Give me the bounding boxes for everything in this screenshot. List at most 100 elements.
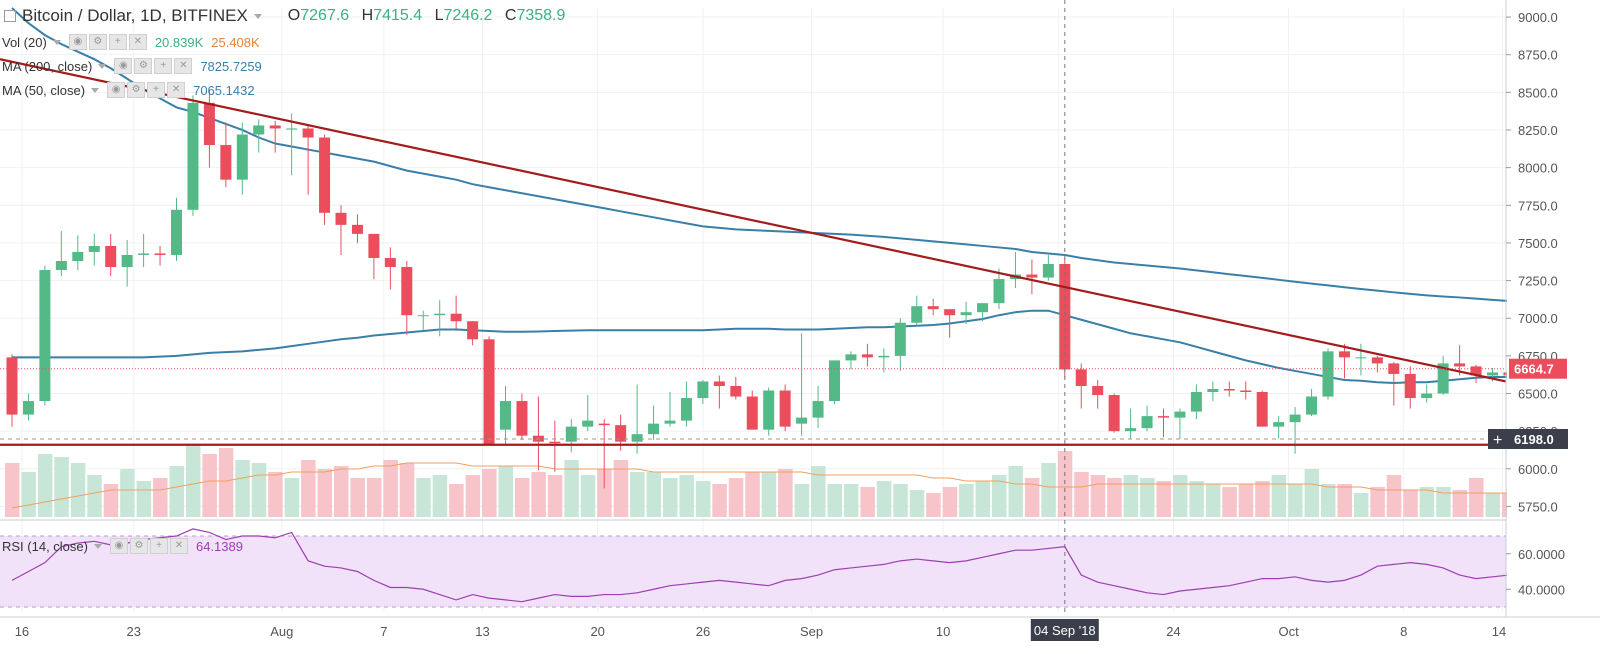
candle-body	[56, 261, 67, 270]
ma200-label[interactable]: MA (200, close)	[2, 59, 92, 74]
volume-bar	[449, 484, 464, 517]
close-icon[interactable]: ✕	[170, 538, 188, 554]
candle-body	[1191, 392, 1202, 412]
ma200-legend[interactable]: MA (200, close) ◉⚙+✕ 7825.7259	[0, 54, 262, 78]
gear-icon[interactable]: ⚙	[134, 58, 152, 74]
volume-bar	[712, 484, 727, 517]
gear-icon[interactable]: ⚙	[89, 34, 107, 50]
candle-body	[303, 128, 314, 137]
gear-icon[interactable]: ⚙	[127, 82, 145, 98]
close-icon[interactable]: ✕	[167, 82, 185, 98]
volume-bar	[235, 460, 250, 517]
ma50-label[interactable]: MA (50, close)	[2, 83, 85, 98]
rsi-legend-row[interactable]: RSI (14, close) ◉⚙+✕ 64.1389	[0, 534, 243, 558]
volume-bar	[828, 484, 843, 517]
volume-bar	[1255, 481, 1270, 517]
volume-bar	[104, 484, 119, 517]
candle-body	[39, 270, 50, 401]
candle-body	[994, 279, 1005, 303]
candle-body	[1174, 412, 1185, 418]
crosshair-price-label: 6198.0	[1514, 432, 1554, 447]
candle-body	[665, 421, 676, 424]
volume-bar	[5, 463, 20, 517]
candle-body	[1372, 357, 1383, 363]
indicator-legend: Vol (20) ◉⚙+✕ 20.839K 25.408K MA (200, c…	[0, 30, 262, 102]
rsi-label[interactable]: RSI (14, close)	[2, 539, 88, 554]
plus-icon[interactable]: +	[154, 58, 172, 74]
volume-bar	[1173, 475, 1188, 517]
plus-icon[interactable]: +	[109, 34, 127, 50]
candle-body	[105, 246, 116, 267]
time-tick-label: 16	[15, 624, 29, 639]
candle-body	[122, 255, 133, 267]
price-tick-label: 7750.0	[1518, 198, 1558, 213]
candle	[1109, 394, 1120, 433]
chevron-down-icon[interactable]	[91, 88, 99, 93]
collapse-toggle[interactable]	[4, 10, 16, 22]
candle-body	[780, 391, 791, 427]
candle-body	[516, 401, 527, 436]
chevron-down-icon[interactable]	[98, 64, 106, 69]
plus-icon[interactable]: +	[147, 82, 165, 98]
gear-icon[interactable]: ⚙	[130, 538, 148, 554]
candle-body	[681, 398, 692, 421]
volume-bar	[1239, 484, 1254, 517]
price-tick-label: 7500.0	[1518, 236, 1558, 251]
plus-icon[interactable]: +	[150, 538, 168, 554]
volume-bar	[1305, 469, 1320, 517]
eye-icon[interactable]: ◉	[110, 538, 128, 554]
rsi-controls: ◉⚙+✕	[110, 538, 188, 554]
candle-body	[418, 315, 429, 316]
volume-bar	[647, 472, 662, 517]
volume-bar	[367, 478, 382, 517]
vol-ma-value: 25.408K	[211, 35, 259, 50]
eye-icon[interactable]: ◉	[69, 34, 87, 50]
chevron-down-icon[interactable]	[94, 544, 102, 549]
candle-body	[286, 128, 297, 129]
candle-body	[878, 356, 889, 358]
eye-icon[interactable]: ◉	[107, 82, 125, 98]
price-tick-label: 7250.0	[1518, 274, 1558, 289]
candle-body	[895, 323, 906, 356]
volume-bar	[1370, 487, 1385, 517]
candle-body	[977, 303, 988, 312]
volume-bar	[71, 463, 86, 517]
candle-body	[1355, 357, 1366, 358]
candle-body	[1109, 395, 1120, 431]
volume-bar	[630, 472, 645, 517]
candle	[39, 266, 50, 406]
candle	[780, 384, 791, 431]
candle	[484, 336, 495, 444]
volume-bar	[910, 490, 925, 517]
vol-legend[interactable]: Vol (20) ◉⚙+✕ 20.839K 25.408K	[0, 30, 262, 54]
volume-bar	[1288, 484, 1303, 517]
candle-body	[500, 401, 511, 430]
chevron-down-icon[interactable]	[254, 14, 262, 19]
volume-bar	[1272, 475, 1287, 517]
volume-bar	[729, 478, 744, 517]
candle-body	[204, 103, 215, 145]
candle-body	[1454, 363, 1465, 366]
ma50-legend[interactable]: MA (50, close) ◉⚙+✕ 7065.1432	[0, 78, 262, 102]
volume-bar	[1354, 493, 1369, 517]
volume-bar	[778, 469, 793, 517]
candle-body	[582, 421, 593, 427]
candle-body	[155, 253, 166, 255]
price-tick-label: 6000.0	[1518, 462, 1558, 477]
candle-body	[1240, 391, 1251, 393]
candle-body	[1323, 351, 1334, 396]
symbol-title[interactable]: Bitcoin / Dollar, 1D, BITFINEX	[22, 6, 248, 26]
chevron-down-icon[interactable]	[53, 40, 61, 45]
candle-body	[319, 138, 330, 213]
candle-body	[697, 381, 708, 398]
close-icon[interactable]: ✕	[174, 58, 192, 74]
ma50-controls: ◉⚙+✕	[107, 82, 185, 98]
volume-bar	[153, 478, 168, 517]
volume-bar	[318, 469, 333, 517]
eye-icon[interactable]: ◉	[114, 58, 132, 74]
volume-bar	[466, 475, 481, 517]
vol-label[interactable]: Vol (20)	[2, 35, 47, 50]
volume-bar	[877, 481, 892, 517]
close-icon[interactable]: ✕	[129, 34, 147, 50]
volume-bar	[959, 484, 974, 517]
